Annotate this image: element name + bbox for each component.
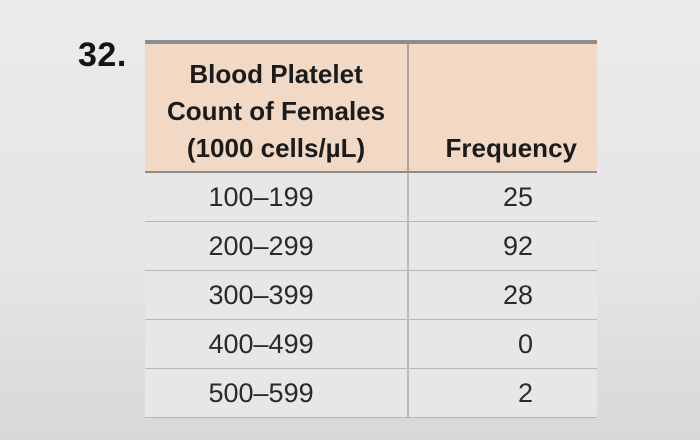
problem-number: 32. xyxy=(78,36,127,74)
cell-frequency: 25 xyxy=(408,172,597,222)
cell-frequency: 92 xyxy=(408,221,597,271)
frequency-table: Blood Platelet Count of Females (1000 ce… xyxy=(145,40,597,418)
table-row: 500–599 2 xyxy=(145,368,597,418)
header-platelet-count: Blood Platelet Count of Females (1000 ce… xyxy=(145,40,410,173)
cell-range: 500–599 xyxy=(145,368,410,418)
cell-frequency: 2 xyxy=(408,368,597,418)
cell-range: 300–399 xyxy=(145,270,410,320)
table-row: 300–399 28 xyxy=(145,270,597,320)
header-line-3: (1000 cells/µL) xyxy=(186,133,366,163)
cell-range: 200–299 xyxy=(145,221,410,271)
cell-range: 100–199 xyxy=(145,172,410,222)
header-line-1: Blood Platelet xyxy=(189,59,363,89)
table-header-row: Blood Platelet Count of Females (1000 ce… xyxy=(145,40,597,173)
header-line-2: Count of Females xyxy=(166,96,386,126)
cell-frequency: 28 xyxy=(408,270,597,320)
frequency-table-container: Blood Platelet Count of Females (1000 ce… xyxy=(145,40,597,418)
cell-frequency: 0 xyxy=(408,319,597,369)
header-frequency: Frequency xyxy=(408,40,597,173)
table-row: 100–199 25 xyxy=(145,172,597,222)
table-row: 200–299 92 xyxy=(145,221,597,271)
table-row: 400–499 0 xyxy=(145,319,597,369)
cell-range: 400–499 xyxy=(145,319,410,369)
